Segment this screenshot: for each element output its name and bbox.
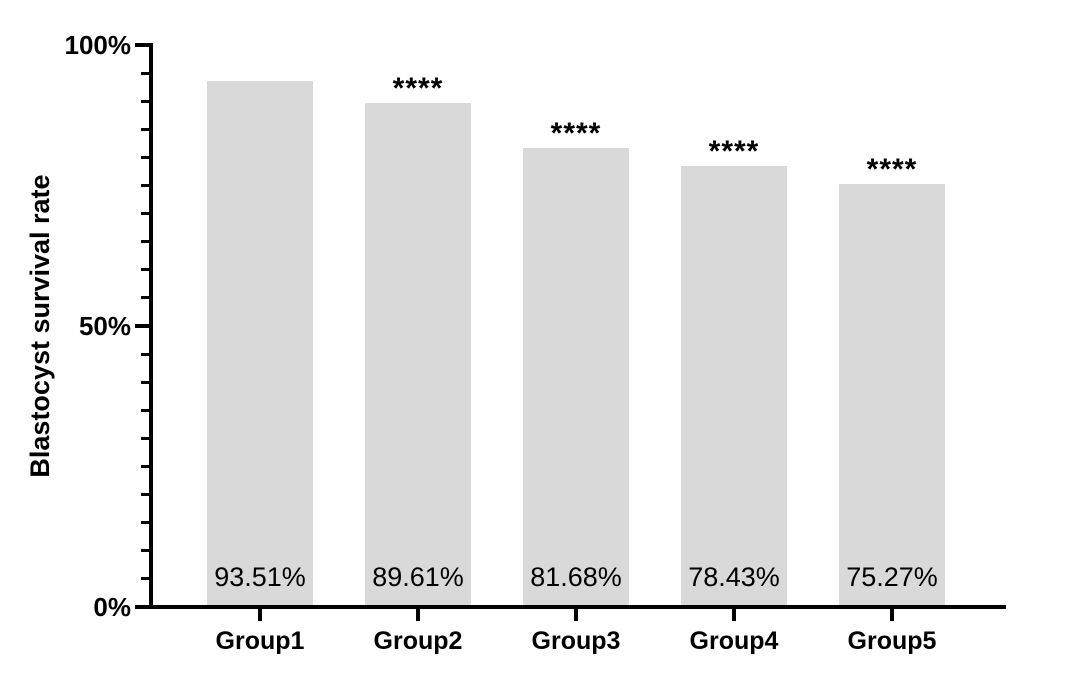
bar-group4 <box>681 166 787 609</box>
y-axis-minor-tick <box>141 352 149 356</box>
y-axis-minor-tick <box>141 465 149 468</box>
y-axis-minor-tick <box>141 436 149 440</box>
y-axis-minor-tick <box>141 268 149 272</box>
bar-value-label-group5: 75.27% <box>846 562 938 592</box>
y-axis-tick-label: 0% <box>93 592 131 622</box>
x-axis-tick-group3 <box>574 609 578 621</box>
y-axis-major-tick <box>135 43 149 47</box>
x-axis-label-group2: Group2 <box>373 627 463 655</box>
x-axis-label-group4: Group4 <box>689 627 779 655</box>
x-axis-line <box>137 605 1006 609</box>
significance-stars-group5: **** <box>866 152 918 186</box>
bar-value-label-group2: 89.61% <box>372 562 464 592</box>
x-axis-tick-group1 <box>258 609 262 621</box>
y-axis-minor-tick <box>141 577 149 581</box>
y-axis-minor-tick <box>141 493 149 497</box>
x-axis-tick-group2 <box>416 609 420 621</box>
y-axis-tick-label: 100% <box>64 30 132 60</box>
y-axis-minor-tick <box>141 99 149 103</box>
y-axis-major-tick <box>135 605 149 609</box>
y-axis-minor-tick <box>141 296 149 300</box>
y-axis-minor-tick <box>141 380 149 384</box>
y-axis-line <box>149 43 153 609</box>
y-axis-minor-tick <box>141 521 149 525</box>
bar-value-label-group3: 81.68% <box>530 562 622 592</box>
bar-group1 <box>207 81 313 609</box>
x-axis-tick-group5 <box>890 609 894 621</box>
y-axis-minor-tick <box>141 212 149 216</box>
y-axis-minor-tick <box>141 155 149 159</box>
y-axis-minor-tick <box>141 408 149 412</box>
bar-group5 <box>839 183 945 609</box>
y-axis-major-tick <box>135 324 149 328</box>
bar-value-label-group1: 93.51% <box>214 562 306 592</box>
bar-group3 <box>523 147 629 609</box>
significance-stars-group4: **** <box>708 135 760 169</box>
bar-value-label-group4: 78.43% <box>688 562 780 592</box>
significance-stars-group2: **** <box>392 72 444 106</box>
x-axis-label-group5: Group5 <box>847 627 937 655</box>
bar-group2 <box>365 103 471 609</box>
y-axis-minor-tick <box>141 71 149 75</box>
y-axis-minor-tick <box>141 549 149 553</box>
x-axis-tick-group4 <box>732 609 736 621</box>
y-axis-tick-label: 50% <box>78 311 131 341</box>
x-axis-label-group3: Group3 <box>531 627 621 655</box>
y-axis-minor-tick <box>141 127 149 131</box>
y-axis-minor-tick <box>141 184 149 187</box>
significance-stars-group3: **** <box>550 116 602 150</box>
x-axis-label-group1: Group1 <box>215 627 305 655</box>
y-axis-minor-tick <box>141 240 149 244</box>
